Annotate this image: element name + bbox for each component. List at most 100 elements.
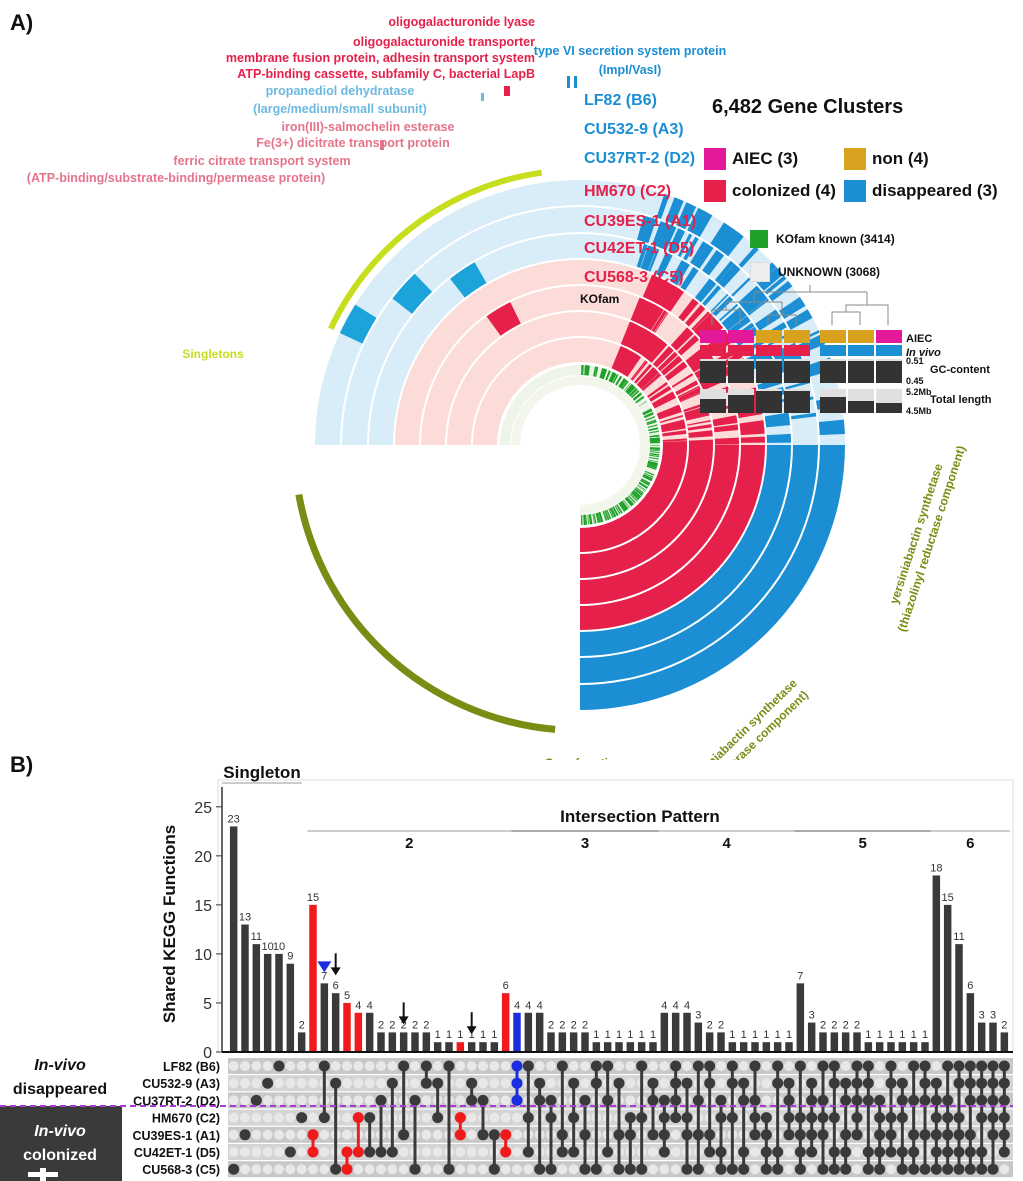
empty-dot	[512, 1129, 522, 1140]
bar-54	[841, 1032, 850, 1052]
bar-label-32: 1	[593, 1029, 599, 1041]
member-dot-55	[851, 1094, 863, 1106]
bar-label-57: 1	[877, 1029, 883, 1041]
ring-blue-core-2	[580, 445, 791, 656]
empty-dot	[500, 1112, 511, 1123]
empty-dot	[398, 1164, 409, 1175]
member-dot-46	[749, 1129, 761, 1141]
member-dot-28	[545, 1112, 557, 1124]
bar-3	[263, 953, 272, 1052]
kofam-stripe	[626, 385, 634, 394]
kofam-stripe	[587, 514, 589, 525]
bar-53	[830, 1032, 839, 1052]
member-dot-25	[511, 1060, 523, 1072]
bar-31	[581, 1032, 589, 1052]
bar-label-36: 1	[639, 1029, 645, 1041]
member-dot-51	[806, 1094, 818, 1106]
member-dot-52	[817, 1163, 829, 1175]
ring-blue-stripe	[723, 309, 747, 331]
kofam-stripe	[635, 486, 645, 494]
kofam-stripe	[630, 390, 640, 398]
ring-red-stripe	[685, 410, 710, 421]
kofam-stripe	[644, 413, 654, 419]
bar-label-24: 6	[503, 980, 509, 992]
kofam-stripe	[643, 412, 654, 418]
ring-blue-core-0	[580, 445, 845, 710]
member-dot-3	[262, 1077, 274, 1089]
empty-dot	[500, 1061, 511, 1071]
member-dot-13	[375, 1146, 387, 1158]
member-dot-40	[681, 1129, 693, 1141]
member-dot-15	[398, 1129, 410, 1141]
kofam-stripe	[585, 514, 587, 525]
member-dot-60	[908, 1163, 920, 1175]
set-label-2: CU37RT-2 (D2)	[133, 1094, 220, 1108]
member-dot-39	[670, 1060, 682, 1072]
bar-label-55: 2	[854, 1019, 860, 1031]
annot-red-2: membrane fusion protein, adhesin transpo…	[226, 51, 535, 65]
ring-blue-stripe	[656, 252, 673, 277]
gene-clusters-title: 6,482 Gene Clusters	[712, 96, 904, 118]
empty-dot	[251, 1164, 262, 1175]
member-dot-41	[692, 1163, 704, 1175]
bar-24	[501, 993, 510, 1052]
empty-dot	[342, 1112, 352, 1123]
ring-blue-stripe	[786, 309, 811, 327]
kofam-stripe	[581, 514, 583, 525]
member-dot-26	[522, 1112, 534, 1124]
legend-disappeared-label: disappeared (3)	[872, 181, 998, 200]
kofam-stripe	[603, 369, 608, 380]
empty-dot	[478, 1078, 488, 1089]
member-dot-66	[976, 1060, 988, 1072]
bar-4	[275, 953, 283, 1052]
kofam-stripe	[632, 491, 640, 499]
member-dot-14	[386, 1077, 398, 1089]
mark-pink	[380, 140, 384, 150]
empty-dot	[670, 1164, 681, 1175]
kofam-stripe	[649, 445, 660, 446]
member-dot-57	[874, 1163, 886, 1175]
kofam-stripe	[598, 512, 603, 523]
plus-h	[28, 1172, 58, 1177]
ring-blue-stripe	[665, 197, 684, 225]
singleton-block-0	[339, 304, 377, 344]
member-dot-43	[715, 1112, 727, 1124]
member-dot-28	[545, 1163, 557, 1175]
mark-blue-1	[567, 76, 570, 88]
ring-blue-stripe	[657, 223, 669, 248]
tl-cell	[876, 403, 902, 413]
arrow-head-15	[398, 1016, 409, 1025]
empty-dot	[353, 1095, 364, 1106]
bar-62	[932, 875, 941, 1052]
bar-label-19: 1	[446, 1029, 452, 1041]
empty-dot	[648, 1147, 658, 1157]
empty-dot	[410, 1078, 420, 1089]
bar-9	[331, 993, 340, 1052]
empty-dot	[421, 1095, 432, 1106]
bar-label-54: 2	[843, 1019, 849, 1031]
empty-dot	[262, 1164, 273, 1175]
strain-label-2: CU37RT-2 (D2)	[584, 150, 695, 167]
annot-pink-3: (ATP-binding/substrate-binding/permease …	[27, 171, 325, 185]
kofam-stripe	[616, 504, 623, 513]
member-dot-53	[828, 1163, 840, 1175]
meta-aiec-label: AIEC	[906, 333, 932, 345]
bar-label-34: 1	[616, 1029, 622, 1041]
member-dot-63	[942, 1112, 954, 1124]
kofam-stripe	[646, 464, 657, 469]
kofam-stripe	[621, 500, 629, 510]
member-dot-66	[976, 1163, 988, 1175]
member-dot-16	[409, 1094, 421, 1106]
empty-dot	[852, 1147, 862, 1157]
empty-dot	[342, 1095, 352, 1106]
ring-blue-stripe	[738, 285, 760, 306]
empty-dot	[455, 1061, 466, 1071]
ring-red-stripe	[653, 394, 677, 409]
ring-blue-stripe	[687, 207, 706, 234]
member-dot-66	[976, 1146, 988, 1158]
bar-label-20: 1	[457, 1029, 463, 1041]
member-dot-55	[851, 1112, 863, 1124]
empty-dot	[852, 1164, 862, 1175]
bar-label-16: 2	[412, 1019, 418, 1031]
legend-non: non (4)	[844, 148, 929, 170]
